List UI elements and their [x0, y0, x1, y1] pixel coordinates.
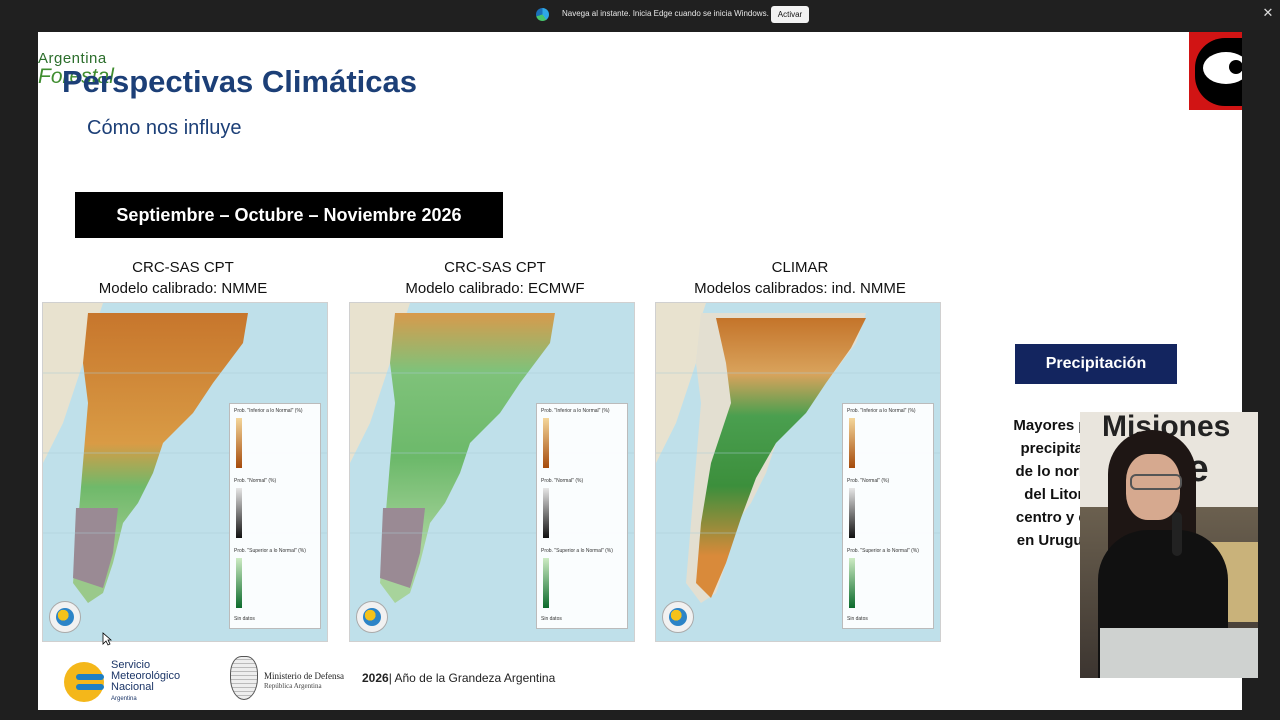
legend-normal-swatch	[236, 488, 242, 538]
footer-year: 2026	[362, 671, 389, 685]
smn-name: Servicio Meteorológico Nacional	[111, 660, 180, 693]
forecast-map-1: Prob. "Inferior a lo Normal" (%) Prob. "…	[42, 302, 328, 642]
legend-below-label: Prob. "Inferior a lo Normal" (%)	[541, 408, 610, 414]
legend-above-swatch	[849, 558, 855, 608]
map-legend: Prob. "Inferior a lo Normal" (%) Prob. "…	[229, 403, 321, 629]
legend-normal-label: Prob. "Normal" (%)	[234, 478, 277, 484]
smn-country: Argentina	[111, 696, 137, 702]
ministry-name: Ministerio de Defensa	[264, 671, 344, 681]
smn-footer-logo: Servicio Meteorológico Nacional Argentin…	[64, 660, 194, 704]
logo-text-line2: Forestal	[38, 65, 114, 88]
model-name: CRC-SAS CPT	[132, 259, 234, 276]
model-heading-3: CLIMAR Modelos calibrados: ind. NMME	[655, 257, 945, 299]
argentina-forestal-logo: Argentina Forestal	[38, 40, 130, 90]
precip-line: de lo norma	[1015, 463, 1101, 480]
precip-line: en Uruguay	[1016, 532, 1100, 549]
legend-below-label: Prob. "Inferior a lo Normal" (%)	[234, 408, 303, 414]
legend-below-swatch	[543, 418, 549, 468]
smn-badge-icon	[49, 601, 81, 633]
glasses-icon	[1130, 474, 1182, 490]
legend-above-label: Prob. "Superior a lo Normal" (%)	[234, 548, 306, 554]
legend-nodata-label: Sin datos	[541, 616, 562, 622]
edge-icon	[536, 8, 549, 21]
legend-normal-swatch	[849, 488, 855, 538]
period-banner: Septiembre – Octubre – Noviembre 2026	[75, 192, 503, 238]
activate-button[interactable]: Activar	[771, 6, 809, 23]
model-name: CLIMAR	[771, 259, 829, 276]
model-name: CRC-SAS CPT	[444, 259, 546, 276]
logo-text-line1: Argentina	[38, 50, 107, 67]
legend-above-label: Prob. "Superior a lo Normal" (%)	[541, 548, 613, 554]
wave-icon	[76, 674, 104, 680]
legend-below-swatch	[236, 418, 242, 468]
ministry-country: República Argentina	[264, 682, 322, 690]
broadcaster-eye-logo	[1189, 32, 1242, 110]
legend-nodata-label: Sin datos	[234, 616, 255, 622]
model-heading-1: CRC-SAS CPT Modelo calibrado: NMME	[38, 257, 328, 299]
slide-title: Perspectivas Climáticas	[62, 64, 417, 99]
map-graphic	[656, 303, 940, 641]
model-calibration: Modelo calibrado: ECMWF	[405, 280, 585, 297]
legend-below-label: Prob. "Inferior a lo Normal" (%)	[847, 408, 916, 414]
presentation-slide: Argentina Forestal Perspectivas Climátic…	[38, 32, 1242, 710]
model-calibration: Modelos calibrados: ind. NMME	[694, 280, 906, 297]
smn-badge-icon	[662, 601, 694, 633]
map-legend: Prob. "Inferior a lo Normal" (%) Prob. "…	[842, 403, 934, 629]
ministry-footer-logo: Ministerio de Defensa República Argentin…	[230, 656, 370, 702]
forecast-map-2: Prob. "Inferior a lo Normal" (%) Prob. "…	[349, 302, 635, 642]
legend-nodata-label: Sin datos	[847, 616, 868, 622]
legend-below-swatch	[849, 418, 855, 468]
footer-year-text: 2026| Año de la Grandeza Argentina	[362, 671, 555, 685]
microphone-icon	[1172, 512, 1182, 556]
precip-line: precipitaci	[1020, 440, 1096, 457]
smn-badge-icon	[356, 601, 388, 633]
smn-line: Meteorológico	[111, 670, 181, 682]
model-heading-2: CRC-SAS CPT Modelo calibrado: ECMWF	[350, 257, 640, 299]
precip-line: centro y est	[1015, 509, 1101, 526]
national-seal-icon	[230, 656, 258, 700]
smn-line: Nacional	[111, 681, 154, 693]
sun-icon	[64, 662, 104, 702]
precipitation-label-box: Precipitación	[1015, 344, 1177, 384]
smn-line: Servicio	[111, 659, 151, 671]
map-legend: Prob. "Inferior a lo Normal" (%) Prob. "…	[536, 403, 628, 629]
legend-normal-swatch	[543, 488, 549, 538]
precip-line: del Litora	[1024, 486, 1092, 503]
notification-bar: Navega al instante. Inicia Edge cuando s…	[0, 0, 1280, 30]
legend-above-swatch	[543, 558, 549, 608]
slide-subtitle: Cómo nos influye	[87, 117, 242, 139]
legend-normal-label: Prob. "Normal" (%)	[847, 478, 890, 484]
model-calibration: Modelo calibrado: NMME	[98, 280, 268, 297]
legend-above-label: Prob. "Superior a lo Normal" (%)	[847, 548, 919, 554]
legend-above-swatch	[236, 558, 242, 608]
webcam-video: Misiones nline	[1080, 412, 1258, 678]
pupil-icon	[1229, 60, 1242, 74]
notification-message: Navega al instante. Inicia Edge cuando s…	[562, 9, 769, 18]
wave-icon	[76, 684, 104, 690]
mouse-cursor-icon	[102, 632, 112, 646]
footer-year-motto: | Año de la Grandeza Argentina	[388, 671, 556, 685]
close-icon[interactable]: ✕	[1262, 6, 1274, 21]
forecast-map-3: Prob. "Inferior a lo Normal" (%) Prob. "…	[655, 302, 941, 642]
desk	[1100, 628, 1258, 678]
legend-normal-label: Prob. "Normal" (%)	[541, 478, 584, 484]
